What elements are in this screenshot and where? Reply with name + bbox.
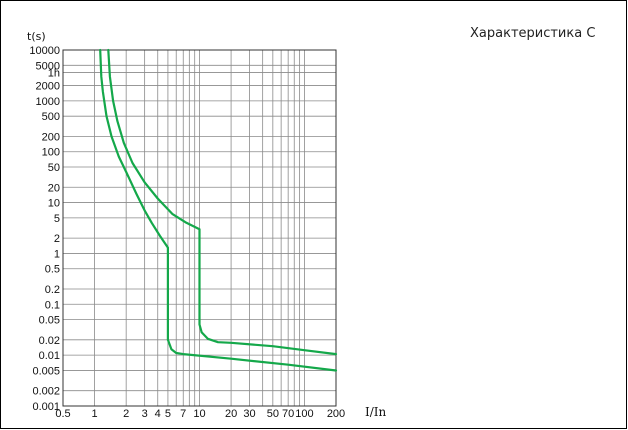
x-tick-label: 100: [295, 408, 313, 420]
x-axis-label: I/In: [365, 405, 387, 419]
x-tick-label: 2: [123, 408, 129, 420]
y-tick-label: 2: [54, 233, 60, 245]
y-tick-label: 5000: [36, 60, 60, 72]
y-axis-label: t(s): [27, 30, 46, 43]
y-tick-label: 200: [42, 131, 60, 143]
x-tick-label: 50: [267, 408, 279, 420]
x-tick-label: 70: [282, 408, 294, 420]
y-tick-label: 0.01: [39, 350, 60, 362]
x-tick-labels: 0.5 1 2 3 4 5 7 10 20 30 50 70 100 200: [55, 408, 345, 420]
y-tick-label: 1h: [48, 68, 60, 80]
y-tick-label: 0.002: [32, 386, 60, 398]
y-tick-label: 10000: [29, 45, 60, 57]
x-tick-label: 10: [193, 408, 205, 420]
x-tick-label: 3: [142, 408, 148, 420]
x-tick-label: 200: [327, 408, 345, 420]
y-tick-label: 5: [54, 213, 60, 225]
x-tick-label: 7: [180, 408, 186, 420]
x-tick-label: 4: [155, 408, 161, 420]
y-tick-label: 50: [48, 162, 60, 174]
y-tick-label: 0.5: [45, 264, 60, 276]
x-tick-label: 0.5: [55, 408, 70, 420]
y-tick-label: 100: [42, 147, 60, 159]
trip-curve-2: [107, 48, 338, 356]
y-tick-label: 0.2: [45, 284, 60, 296]
trip-curves: [99, 48, 338, 372]
y-tick-label: 0.02: [39, 335, 60, 347]
y-tick-label: 0.001: [32, 401, 60, 413]
y-tick-label: 0.1: [45, 299, 60, 311]
y-tick-label: 0.005: [32, 365, 60, 377]
x-tick-label: 30: [243, 408, 255, 420]
y-tick-label: 20: [48, 182, 60, 194]
trip-curve-1: [99, 48, 338, 372]
y-tick-label: 10: [48, 198, 60, 210]
x-tick-label: 20: [225, 408, 237, 420]
y-tick-label: 2000: [36, 81, 60, 93]
x-tick-label: 1: [92, 408, 98, 420]
y-tick-label: 1000: [36, 96, 60, 108]
y-tick-label: 500: [42, 111, 60, 123]
plot-area-border: [62, 49, 337, 407]
y-tick-label: 0.05: [39, 315, 60, 327]
chart-title: Характеристика С: [470, 26, 596, 41]
y-tick-label: 1: [54, 248, 60, 260]
x-tick-label: 5: [165, 408, 171, 420]
